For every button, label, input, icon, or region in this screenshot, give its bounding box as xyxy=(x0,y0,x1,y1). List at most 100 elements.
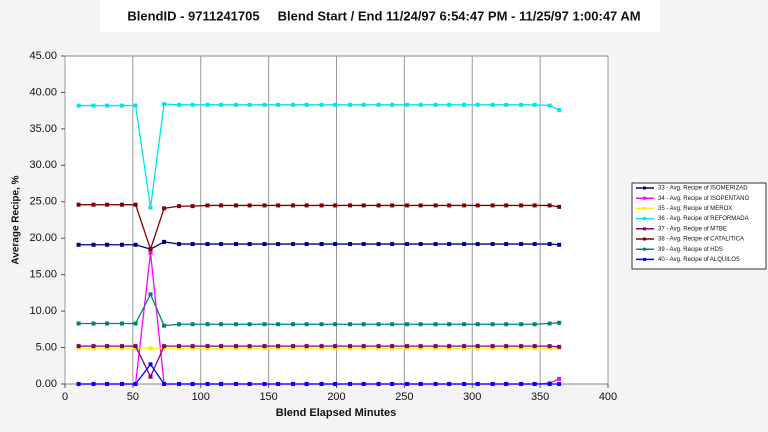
point-marker xyxy=(91,321,96,326)
point-marker xyxy=(547,344,552,349)
x-tick-label: 50 xyxy=(127,391,139,403)
legend-label: 35 - Avg. Recipe of MEROX xyxy=(658,206,732,212)
legend-marker xyxy=(643,247,646,251)
point-marker xyxy=(319,344,324,349)
point-marker xyxy=(376,344,381,349)
point-marker xyxy=(462,242,467,247)
y-tick-label: 20.00 xyxy=(29,232,57,244)
point-marker xyxy=(418,102,423,107)
y-tick-label: 30.00 xyxy=(29,159,57,171)
point-marker xyxy=(247,102,252,107)
point-marker xyxy=(519,382,524,386)
point-marker xyxy=(162,323,167,328)
point-marker xyxy=(475,322,480,327)
point-marker xyxy=(148,205,153,210)
point-marker xyxy=(177,346,182,351)
point-marker xyxy=(133,103,138,108)
point-marker xyxy=(433,242,438,247)
point-marker xyxy=(557,320,562,325)
point-marker xyxy=(276,102,281,107)
point-marker xyxy=(405,242,410,247)
legend-label: 33 - Avg. Recipe of ISOMERIZAD xyxy=(658,186,748,192)
y-tick-label: 25.00 xyxy=(29,196,57,208)
point-marker xyxy=(262,382,267,386)
point-marker xyxy=(177,344,182,349)
point-marker xyxy=(547,321,552,326)
point-marker xyxy=(120,103,125,108)
point-marker xyxy=(433,102,438,107)
y-tick-label: 10.00 xyxy=(29,305,57,317)
point-marker xyxy=(190,346,195,351)
point-marker xyxy=(76,242,81,247)
point-marker xyxy=(304,102,309,107)
point-marker xyxy=(291,102,296,107)
legend-label: 40 - Avg. Recipe of ALQUILOS xyxy=(658,257,740,263)
point-marker xyxy=(519,203,524,208)
point-marker xyxy=(390,322,395,327)
point-marker xyxy=(462,344,467,349)
point-marker xyxy=(247,203,252,208)
point-marker xyxy=(418,203,423,208)
point-marker xyxy=(262,322,267,327)
point-marker xyxy=(390,102,395,107)
point-marker xyxy=(390,344,395,349)
x-tick-label: 0 xyxy=(62,391,68,403)
point-marker xyxy=(348,322,353,327)
point-marker xyxy=(162,239,167,244)
point-marker xyxy=(532,382,537,386)
x-tick-label: 150 xyxy=(259,391,277,403)
point-marker xyxy=(475,382,480,386)
point-marker xyxy=(177,242,182,247)
legend-label: 37 - Avg. Recipe of MTBE xyxy=(658,226,727,232)
legend-marker xyxy=(643,186,646,190)
x-tick-label: 300 xyxy=(463,391,481,403)
point-marker xyxy=(490,203,495,208)
point-marker xyxy=(462,346,467,351)
point-marker xyxy=(504,322,509,327)
point-marker xyxy=(262,346,267,351)
point-marker xyxy=(205,344,210,349)
point-marker xyxy=(447,102,452,107)
point-marker xyxy=(162,344,167,349)
y-tick-label: 5.00 xyxy=(36,341,57,353)
point-marker xyxy=(133,321,138,326)
x-tick-label: 250 xyxy=(395,391,413,403)
point-marker xyxy=(276,344,281,349)
point-marker xyxy=(120,344,125,349)
point-marker xyxy=(276,382,281,386)
y-tick-label: 40.00 xyxy=(29,86,57,98)
point-marker xyxy=(91,382,96,386)
point-marker xyxy=(120,346,125,351)
point-marker xyxy=(447,242,452,247)
point-marker xyxy=(262,203,267,208)
x-tick-label: 100 xyxy=(192,391,210,403)
point-marker xyxy=(390,203,395,208)
point-marker xyxy=(76,346,81,351)
point-marker xyxy=(405,203,410,208)
point-marker xyxy=(120,321,125,326)
point-marker xyxy=(205,242,210,247)
point-marker xyxy=(234,382,239,386)
point-marker xyxy=(205,382,210,386)
point-marker xyxy=(304,344,309,349)
legend-marker xyxy=(643,196,646,200)
point-marker xyxy=(557,376,562,381)
point-marker xyxy=(234,346,239,351)
point-marker xyxy=(120,382,125,386)
point-marker xyxy=(333,322,338,327)
x-tick-label: 400 xyxy=(599,391,617,403)
point-marker xyxy=(333,242,338,247)
point-marker xyxy=(247,322,252,327)
point-marker xyxy=(547,242,552,247)
point-marker xyxy=(205,346,210,351)
point-marker xyxy=(177,322,182,327)
point-marker xyxy=(247,344,252,349)
point-marker xyxy=(76,321,81,326)
point-marker xyxy=(291,203,296,208)
point-marker xyxy=(433,344,438,349)
point-marker xyxy=(319,242,324,247)
point-marker xyxy=(405,322,410,327)
point-marker xyxy=(361,242,366,247)
point-marker xyxy=(547,346,552,351)
